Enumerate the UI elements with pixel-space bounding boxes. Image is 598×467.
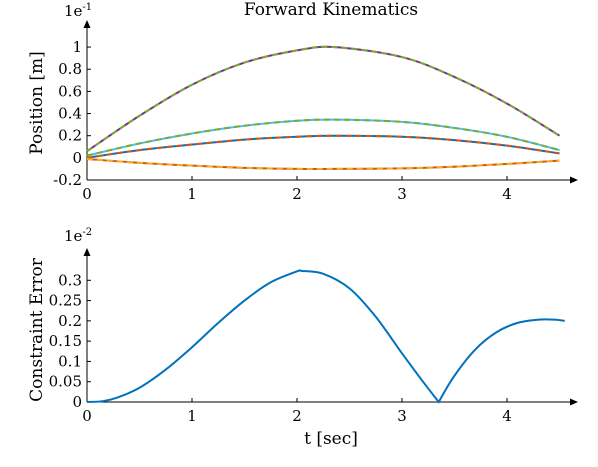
- error-y-tick-label: 0.1: [58, 352, 82, 370]
- error-y-tick-label: 0.05: [49, 373, 82, 391]
- position-y-tick-label: 1: [72, 38, 82, 56]
- position-y-axis-arrow: [83, 20, 91, 28]
- position-chart-ylabel: Position [m]: [27, 51, 47, 154]
- position-series-2-line: [86, 118, 560, 157]
- position-series-1-line: [86, 45, 561, 153]
- error-chart-ylabel: Constraint Error: [27, 257, 47, 402]
- error-y-tick-label: 0.15: [49, 332, 82, 350]
- error-x-tick-label: 3: [397, 407, 407, 425]
- error-chart: 1e-2 Constraint Error t [sec] 0 1 2 3 400.05…: [27, 227, 578, 449]
- error-y-tick-label: 0: [72, 393, 82, 411]
- position-y-tick-label: 0: [72, 149, 82, 167]
- position-series-5-line: [86, 134, 560, 159]
- position-y-tick-label: -0.2: [53, 171, 82, 189]
- position-y-tick-label: 0.6: [58, 82, 82, 100]
- position-series-3-line: [86, 118, 560, 157]
- error-chart-series: [86, 269, 565, 404]
- position-series-7-line: [86, 157, 560, 171]
- position-x-tick-label: 4: [502, 185, 512, 203]
- error-chart-xlabel: t [sec]: [304, 429, 358, 449]
- position-x-tick-label: 1: [187, 185, 197, 203]
- position-x-axis-arrow: [570, 176, 578, 184]
- position-x-tick-label: 3: [397, 185, 407, 203]
- position-y-tick-label: 0.4: [58, 105, 82, 123]
- position-chart-axes: 0 1 2 3 4-0.200.20.40.60.81: [53, 20, 578, 203]
- error-chart-exponent: 1e-2: [64, 227, 92, 245]
- position-x-tick-label: 2: [292, 185, 302, 203]
- error-x-tick-label: 0: [82, 407, 92, 425]
- position-y-tick-label: 0.2: [58, 127, 82, 145]
- error-y-tick-label: 0.25: [49, 292, 82, 310]
- position-y-tick-label: 0.8: [58, 60, 82, 78]
- position-chart-title: Forward Kinematics: [244, 0, 418, 20]
- error-y-axis-arrow: [83, 248, 91, 256]
- error-series-0-line: [86, 269, 565, 404]
- error-x-tick-label: 2: [292, 407, 302, 425]
- error-y-tick-label: 0.2: [58, 312, 82, 330]
- error-y-tick-label: 0.3: [58, 271, 82, 289]
- position-chart-series: [86, 45, 561, 171]
- error-x-axis-arrow: [570, 398, 578, 406]
- position-chart: Forward Kinematics 1e-1 Position [m] 0 1 2…: [27, 0, 578, 203]
- position-x-tick-label: 0: [82, 185, 92, 203]
- error-x-tick-label: 1: [187, 407, 197, 425]
- error-chart-axes: 0 1 2 3 400.050.10.150.20.250.3: [49, 248, 578, 425]
- position-chart-exponent: 1e-1: [64, 2, 92, 20]
- error-x-tick-label: 4: [502, 407, 512, 425]
